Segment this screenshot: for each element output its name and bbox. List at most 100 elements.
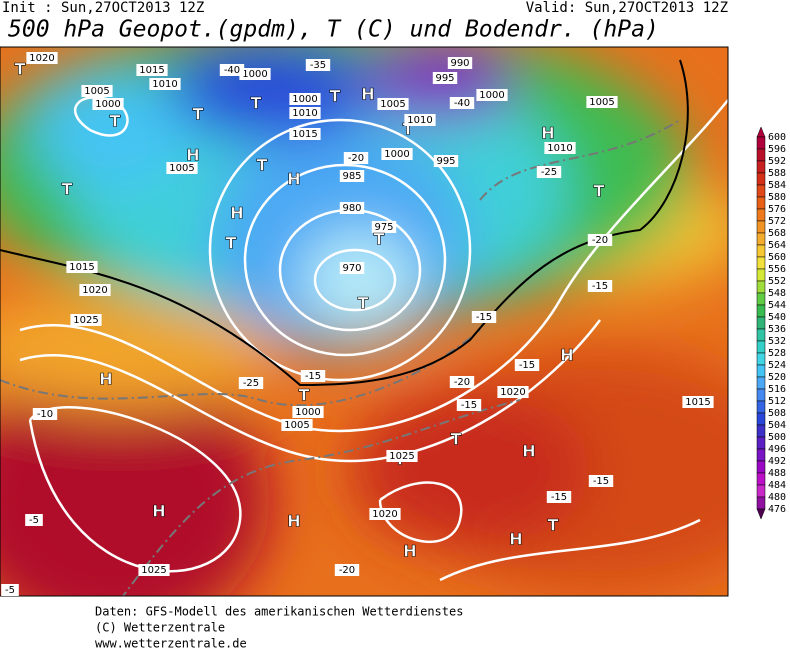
map-field xyxy=(0,47,728,596)
pressure-center: T xyxy=(403,120,414,139)
label-bg xyxy=(588,475,614,487)
label-bg xyxy=(305,59,331,71)
colorbar-label: 560 xyxy=(768,252,786,263)
label-bg xyxy=(536,166,562,178)
colorbar-cell xyxy=(756,388,766,402)
label-bg xyxy=(81,85,113,97)
contour-label: -25 xyxy=(243,378,259,389)
label-bg xyxy=(546,491,572,503)
label-bg xyxy=(289,93,321,105)
label-bg xyxy=(25,514,43,526)
contour-label: -15 xyxy=(593,476,609,487)
init-label: Init : Sun,27OCT2013 12Z xyxy=(2,0,204,16)
label-bg xyxy=(339,202,365,214)
colorbar-cell xyxy=(756,268,766,282)
colorbar-label: 580 xyxy=(768,192,786,203)
contour-label: 1010 xyxy=(292,108,317,119)
contour-label: 1025 xyxy=(73,315,98,326)
pressure-center: T xyxy=(374,230,385,249)
colorbar-arrow xyxy=(756,508,766,520)
label-bg xyxy=(32,408,58,420)
colorbar-label: 596 xyxy=(768,144,786,155)
label-bg xyxy=(136,64,168,76)
contour-label: -15 xyxy=(551,492,567,503)
colorbar-label: 476 xyxy=(768,504,786,515)
colorbar-cell xyxy=(756,460,766,474)
colorbar-label: 540 xyxy=(768,312,786,323)
colorbar-label: 556 xyxy=(768,264,786,275)
colorbar-label: 548 xyxy=(768,288,786,299)
pressure-center: H xyxy=(522,442,535,461)
isotherms xyxy=(0,119,681,596)
colorbar-label: 500 xyxy=(768,432,786,443)
contour-label: 1000 xyxy=(384,149,409,160)
pressure-center: H xyxy=(287,170,300,189)
pressure-center: H xyxy=(509,530,522,549)
colorbar-label: 524 xyxy=(768,360,786,371)
footer-line: Daten: GFS-Modell des amerikanischen Wet… xyxy=(95,605,463,619)
colorbar-label: 488 xyxy=(768,468,786,479)
colorbar-cell xyxy=(756,376,766,390)
label-bg xyxy=(587,234,613,246)
label-bg xyxy=(300,370,326,382)
contour-label: -15 xyxy=(476,312,492,323)
contour-label: 1010 xyxy=(407,115,432,126)
colorbar-cell xyxy=(756,292,766,306)
colorbar-cell xyxy=(756,316,766,330)
contour-label: -10 xyxy=(37,409,53,420)
contour-label: 995 xyxy=(435,73,454,84)
label-bg xyxy=(239,68,271,80)
contour-label: 975 xyxy=(374,222,393,233)
contour-label: 990 xyxy=(450,58,469,69)
contour-label: -15 xyxy=(592,281,608,292)
label-bg xyxy=(149,78,181,90)
label-bg xyxy=(92,98,124,110)
label-bg xyxy=(281,419,313,431)
colorbar-label: 480 xyxy=(768,492,786,503)
label-bg xyxy=(79,284,111,296)
pressure-center: H xyxy=(403,542,416,561)
colorbar-cell xyxy=(756,208,766,222)
label-bg xyxy=(449,376,475,388)
contour-label: 1000 xyxy=(95,99,120,110)
contour-label: 1020 xyxy=(82,285,107,296)
contour-label: 980 xyxy=(342,203,361,214)
colorbar-cell xyxy=(756,256,766,270)
contour-label: 1025 xyxy=(389,451,414,462)
label-bg xyxy=(404,114,436,126)
label-bg xyxy=(447,57,473,69)
pressure-center: T xyxy=(251,94,262,113)
colorbar-cell xyxy=(756,280,766,294)
label-bg xyxy=(369,508,401,520)
label-bg xyxy=(334,564,360,576)
map-frame xyxy=(0,46,729,597)
colorbar-label: 516 xyxy=(768,384,786,395)
pressure-center: T xyxy=(358,294,369,313)
colorbar-cell xyxy=(756,148,766,162)
colorbar-cell xyxy=(756,184,766,198)
contour-label: 1000 xyxy=(295,407,320,418)
label-bg xyxy=(70,314,102,326)
colorbar-cell xyxy=(756,232,766,246)
contour-label: -15 xyxy=(305,371,321,382)
contour-label: -20 xyxy=(454,377,470,388)
contour-label: -40 xyxy=(454,98,470,109)
colorbar-cell xyxy=(756,328,766,342)
colorbar-cell xyxy=(756,364,766,378)
contour-label: -40 xyxy=(224,65,240,76)
contour-label: -15 xyxy=(461,400,477,411)
pressure-center: H xyxy=(287,512,300,531)
contour-label: -35 xyxy=(310,60,326,71)
pressure-center: H xyxy=(361,85,374,104)
pressure-center: T xyxy=(15,60,26,79)
contour-552 xyxy=(0,59,689,387)
colorbar-cell xyxy=(756,136,766,150)
pressure-center: H xyxy=(230,204,243,223)
colorbar-cell xyxy=(756,244,766,258)
colorbar-label: 592 xyxy=(768,156,786,167)
colorbar-cell xyxy=(756,496,766,510)
label-bg xyxy=(471,311,497,323)
contour-label: 1005 xyxy=(589,97,614,108)
pressure-center: T xyxy=(299,386,310,405)
contour-label: 985 xyxy=(342,171,361,182)
